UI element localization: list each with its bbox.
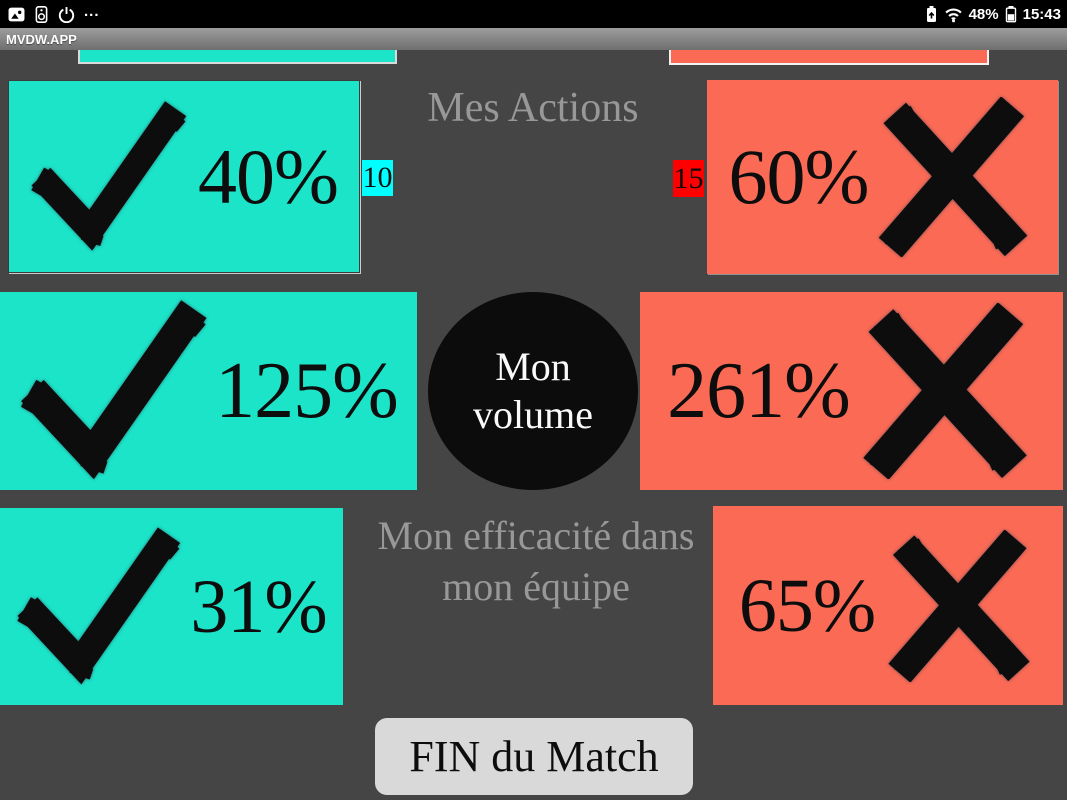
efficiency-caption: Mon efficacité dans mon équipe xyxy=(336,510,736,612)
check-icon xyxy=(30,101,188,253)
status-bar: ... 48% 15:43 xyxy=(0,0,1067,28)
battery-percent-text: 48% xyxy=(968,5,999,23)
efficiency-caption-line2: mon équipe xyxy=(442,564,630,609)
check-icon xyxy=(19,300,209,482)
app-title-bar: MVDW.APP xyxy=(0,28,1067,50)
volume-label-line1: Mon xyxy=(495,344,571,389)
check-icon xyxy=(16,527,182,687)
mon-volume-circle: Mon volume xyxy=(428,292,638,490)
efficiency-success-percent: 31% xyxy=(190,564,327,649)
success-count-value: 10 xyxy=(362,161,393,194)
volume-success-box[interactable]: 125% xyxy=(0,292,417,490)
fail-count-badge: 15 xyxy=(673,160,704,197)
status-bar-system: 48% 15:43 xyxy=(925,5,1067,23)
section-title-mes-actions: Mes Actions xyxy=(427,85,639,131)
speaker-notification-icon xyxy=(35,5,48,23)
battery-saver-icon xyxy=(926,6,936,22)
cross-icon xyxy=(881,530,1037,682)
end-match-button[interactable]: FIN du Match xyxy=(375,718,693,795)
efficiency-caption-line1: Mon efficacité dans xyxy=(377,513,695,558)
actions-fail-box[interactable]: 60% xyxy=(707,80,1058,274)
efficiency-fail-percent: 65% xyxy=(738,563,876,648)
top-fail-bar-partial[interactable] xyxy=(669,50,989,65)
actions-fail-percent: 60% xyxy=(728,133,870,220)
status-overflow-ellipsis: ... xyxy=(84,2,100,20)
success-count-badge: 10 xyxy=(362,160,393,196)
volume-success-percent: 125% xyxy=(215,347,399,435)
volume-label-line2: volume xyxy=(473,392,593,437)
actions-success-percent: 40% xyxy=(198,132,339,220)
clock-text: 15:43 xyxy=(1022,5,1061,23)
cross-icon xyxy=(870,97,1036,257)
efficiency-fail-box[interactable]: 65% xyxy=(713,506,1063,705)
battery-level-icon xyxy=(1005,6,1016,23)
top-success-bar-partial[interactable] xyxy=(78,50,397,64)
volume-fail-box[interactable]: 261% xyxy=(640,292,1063,490)
status-bar-notifications: ... xyxy=(0,2,100,23)
efficiency-success-box[interactable]: 31% xyxy=(0,508,343,705)
fail-count-value: 15 xyxy=(673,161,704,195)
app-title: MVDW.APP xyxy=(6,31,77,47)
actions-success-box[interactable]: 40% xyxy=(8,80,360,273)
cross-icon xyxy=(854,303,1036,479)
power-notification-icon xyxy=(58,6,75,23)
wifi-icon xyxy=(944,8,962,22)
screenshot-notification-icon xyxy=(8,7,25,21)
volume-fail-percent: 261% xyxy=(667,347,851,435)
